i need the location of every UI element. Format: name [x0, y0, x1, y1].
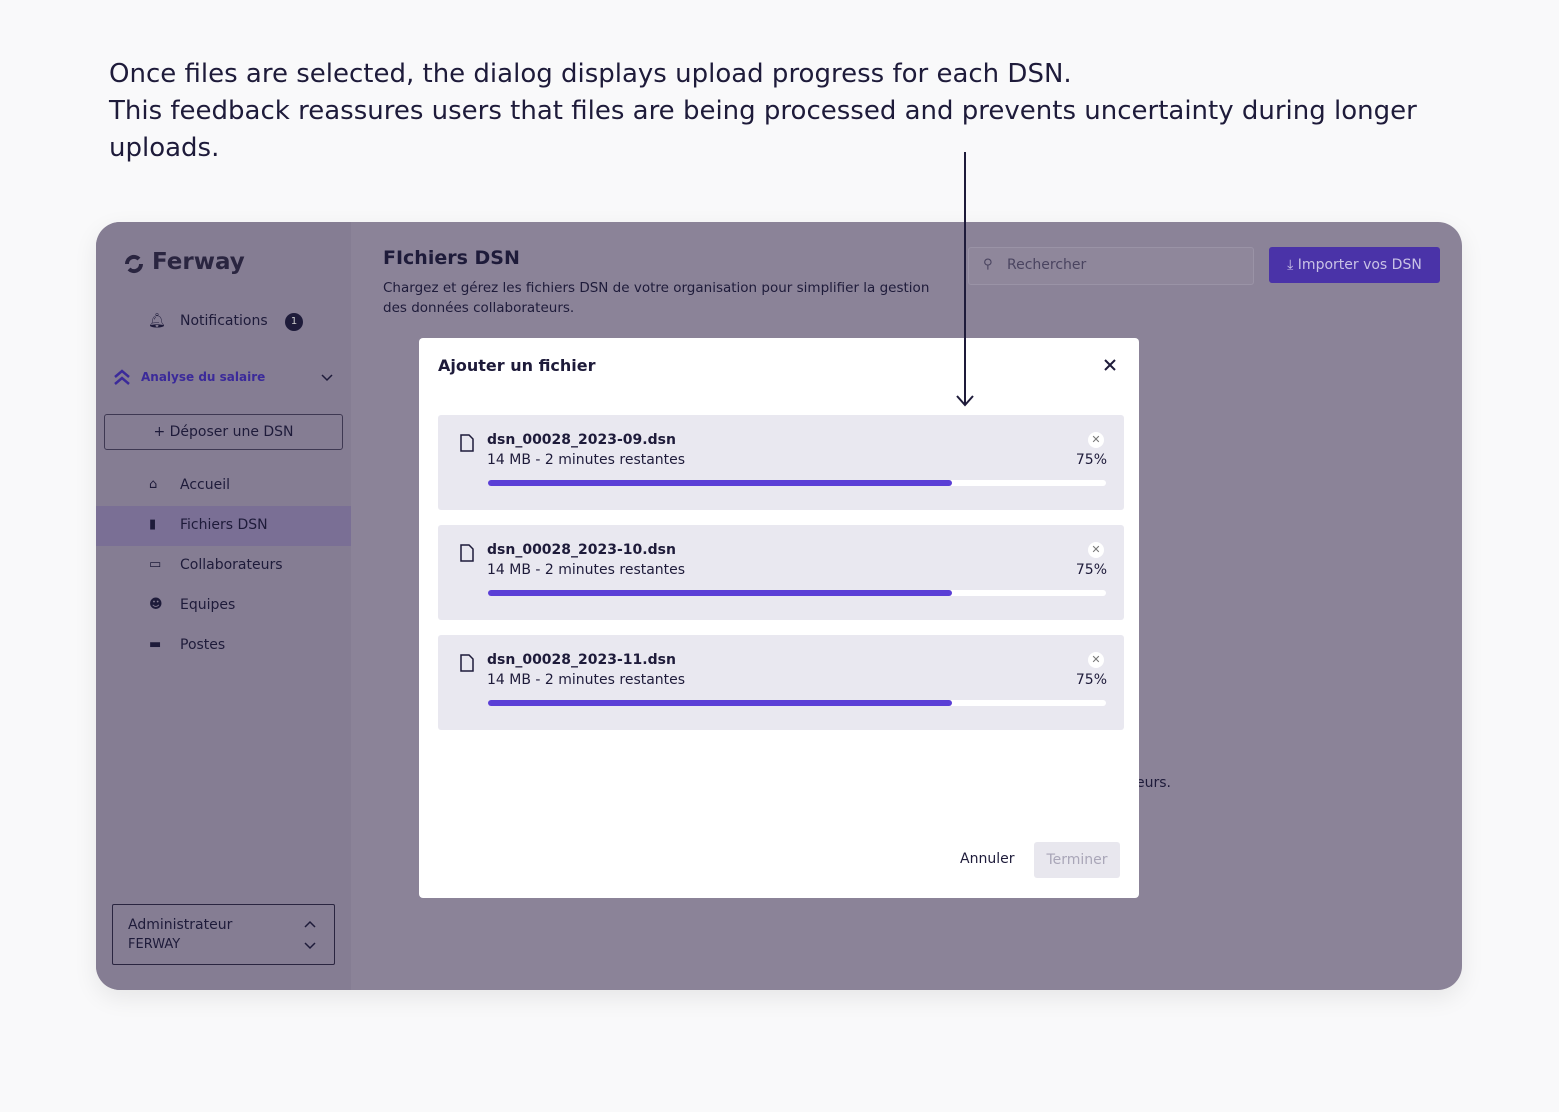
bell-icon: 🔔︎: [148, 313, 166, 329]
import-button[interactable]: ⤓ Importer vos DSN: [1269, 247, 1440, 283]
chevrons: [304, 920, 316, 950]
logo-icon: [124, 254, 144, 274]
nav-selected: [96, 506, 351, 546]
progress-bar: [488, 590, 952, 596]
nav-item[interactable]: Fichiers DSN: [180, 517, 268, 533]
upload-button-label: Déposer une DSN: [169, 424, 294, 440]
file-details: 14 MB - 2 minutes restantes: [487, 452, 686, 468]
progress-track: [488, 590, 1106, 596]
section-icon: [114, 369, 130, 385]
annotation-arrow: [956, 152, 974, 407]
file-name: dsn_00028_2023-11.dsn: [487, 652, 676, 668]
file-card: dsn_00028_2023-10.dsn 14 MB - 2 minutes r…: [438, 525, 1124, 620]
annotation: Once files are selected, the dialog disp…: [109, 56, 1479, 167]
file-name: dsn_00028_2023-10.dsn: [487, 542, 676, 558]
progress-track: [488, 700, 1106, 706]
annotation-line: This feedback reassures users that files…: [109, 96, 1417, 163]
file-progress-label: 75%: [1075, 562, 1107, 578]
progress-bar: [488, 700, 952, 706]
nav-item[interactable]: Accueil: [180, 477, 230, 493]
page-title: FIchiers DSN: [383, 247, 520, 269]
progress-track: [488, 480, 1106, 486]
progress-bar: [488, 480, 952, 486]
file-details: 14 MB - 2 minutes restantes: [487, 672, 686, 688]
close-button[interactable]: [1103, 358, 1117, 372]
file-details: 14 MB - 2 minutes restantes: [487, 562, 686, 578]
notifications[interactable]: Notifications: [180, 313, 268, 329]
nav-icon: ▭: [149, 557, 162, 572]
user-menu[interactable]: Administrateur FERWAY: [112, 904, 335, 965]
chevron: [321, 374, 333, 382]
nav-item[interactable]: Collaborateurs: [180, 557, 283, 573]
file-remove[interactable]: ✕: [1088, 652, 1104, 668]
file-icon: [460, 434, 474, 456]
file-icon: [460, 544, 474, 566]
file-remove[interactable]: ✕: [1088, 432, 1104, 448]
nav-icon: ▬: [149, 637, 162, 652]
search-placeholder: Rechercher: [1007, 257, 1087, 273]
nav-icon: ☻: [149, 597, 163, 612]
finish-button[interactable]: Terminer: [1034, 842, 1120, 878]
user-role: Administrateur: [128, 917, 233, 933]
nav-item[interactable]: Postes: [180, 637, 226, 653]
section-title[interactable]: Analyse du salaire: [141, 370, 266, 384]
search[interactable]: ⚲︎ Rechercher: [968, 247, 1254, 285]
file-progress-label: 75%: [1075, 452, 1107, 468]
import-label: Importer vos DSN: [1297, 257, 1422, 273]
dialog-title: Ajouter un fichier: [438, 356, 596, 375]
file-progress-label: 75%: [1075, 672, 1107, 688]
background-text: eurs.: [1136, 775, 1171, 791]
annotation-line: Once files are selected, the dialog disp…: [109, 59, 1072, 89]
dialog: Ajouter un fichier dsn_00028_2023-09.dsn…: [419, 338, 1139, 898]
nav-item[interactable]: Equipes: [180, 597, 236, 613]
page-description: Chargez et gérez les fichiers DSN de vot…: [383, 280, 930, 316]
nav-icon: ▮: [149, 517, 157, 532]
file-card: dsn_00028_2023-09.dsn 14 MB - 2 minutes r…: [438, 415, 1124, 510]
sidebar: Ferway 🔔︎ Notifications 1 Analyse du sal…: [96, 222, 351, 990]
user-org: FERWAY: [128, 937, 181, 952]
file-card: dsn_00028_2023-11.dsn 14 MB - 2 minutes r…: [438, 635, 1124, 730]
file-remove[interactable]: ✕: [1088, 542, 1104, 558]
upload-button[interactable]: + Déposer une DSN: [104, 414, 343, 450]
file-name: dsn_00028_2023-09.dsn: [487, 432, 676, 448]
cancel-button[interactable]: Annuler: [960, 851, 1015, 867]
nav-icon: ⌂: [149, 477, 158, 492]
logo: Ferway: [152, 249, 245, 275]
badge: 1: [285, 313, 303, 331]
file-icon: [460, 654, 474, 676]
